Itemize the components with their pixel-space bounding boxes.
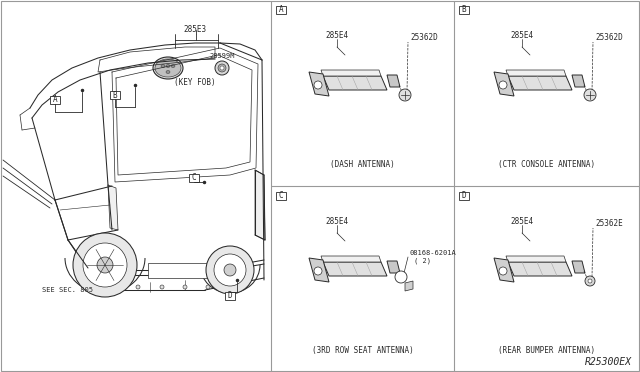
Bar	[225, 292, 235, 300]
Polygon shape	[108, 185, 118, 230]
Text: SEE SEC. 805: SEE SEC. 805	[42, 287, 93, 293]
Ellipse shape	[171, 64, 175, 67]
Text: A: A	[278, 6, 284, 15]
Circle shape	[73, 233, 137, 297]
Text: 285E4: 285E4	[325, 217, 349, 225]
Polygon shape	[321, 70, 381, 76]
Bar	[110, 91, 120, 99]
Polygon shape	[494, 72, 514, 96]
Circle shape	[499, 81, 507, 89]
Circle shape	[206, 285, 210, 289]
Text: 25362E: 25362E	[595, 219, 623, 228]
Bar	[459, 192, 469, 200]
Text: 285E4: 285E4	[325, 31, 349, 39]
Text: D: D	[228, 292, 232, 301]
Polygon shape	[506, 256, 566, 262]
Polygon shape	[508, 76, 572, 90]
Circle shape	[314, 81, 322, 89]
Circle shape	[220, 66, 224, 70]
Circle shape	[160, 285, 164, 289]
Circle shape	[399, 89, 411, 101]
Text: C: C	[192, 173, 196, 183]
Ellipse shape	[153, 57, 183, 79]
Ellipse shape	[161, 64, 165, 67]
Circle shape	[83, 243, 127, 287]
Text: (CTR CONSOLE ANTENNA): (CTR CONSOLE ANTENNA)	[499, 160, 596, 169]
Polygon shape	[572, 261, 585, 273]
Polygon shape	[572, 75, 585, 87]
Bar	[459, 6, 469, 14]
Circle shape	[215, 61, 229, 75]
Text: B: B	[461, 6, 467, 15]
Text: 285E3: 285E3	[184, 26, 207, 35]
Text: D: D	[461, 192, 467, 201]
Polygon shape	[508, 262, 572, 276]
Polygon shape	[309, 72, 329, 96]
Circle shape	[183, 285, 187, 289]
Text: (3RD ROW SEAT ANTENNA): (3RD ROW SEAT ANTENNA)	[312, 346, 413, 355]
Polygon shape	[387, 261, 400, 273]
Ellipse shape	[155, 59, 181, 77]
Circle shape	[214, 254, 246, 286]
Polygon shape	[255, 170, 265, 240]
Circle shape	[113, 285, 117, 289]
Ellipse shape	[166, 71, 170, 74]
Text: 08168-6201A: 08168-6201A	[410, 250, 457, 256]
Ellipse shape	[166, 64, 170, 67]
Bar	[189, 174, 199, 182]
Text: ( 2): ( 2)	[414, 258, 431, 264]
Text: 25362D: 25362D	[595, 33, 623, 42]
Text: C: C	[278, 192, 284, 201]
Polygon shape	[387, 75, 400, 87]
Text: A: A	[52, 96, 58, 105]
Circle shape	[228, 285, 232, 289]
Polygon shape	[494, 258, 514, 282]
Bar	[276, 6, 286, 14]
Polygon shape	[323, 76, 387, 90]
Circle shape	[395, 271, 407, 283]
Text: (KEY FOB): (KEY FOB)	[174, 78, 216, 87]
Circle shape	[206, 246, 254, 294]
Text: 285E4: 285E4	[511, 217, 534, 225]
Polygon shape	[506, 70, 566, 76]
Bar	[148, 263, 208, 278]
Polygon shape	[309, 258, 329, 282]
Circle shape	[314, 267, 322, 275]
Polygon shape	[321, 256, 381, 262]
Polygon shape	[323, 262, 387, 276]
Bar	[50, 96, 60, 104]
Circle shape	[588, 279, 592, 283]
Text: (DASH ANTENNA): (DASH ANTENNA)	[330, 160, 395, 169]
Polygon shape	[405, 281, 413, 291]
Text: 28599M: 28599M	[209, 53, 235, 59]
Bar	[276, 192, 286, 200]
Text: 285E4: 285E4	[511, 31, 534, 39]
Text: R25300EX: R25300EX	[585, 357, 632, 367]
Circle shape	[218, 64, 226, 72]
Circle shape	[97, 257, 113, 273]
Text: (REAR BUMPER ANTENNA): (REAR BUMPER ANTENNA)	[499, 346, 596, 355]
Text: S: S	[399, 275, 403, 279]
Text: 25362D: 25362D	[410, 33, 438, 42]
Text: B: B	[113, 90, 117, 99]
Circle shape	[224, 264, 236, 276]
Circle shape	[584, 89, 596, 101]
Circle shape	[499, 267, 507, 275]
Circle shape	[136, 285, 140, 289]
Circle shape	[585, 276, 595, 286]
